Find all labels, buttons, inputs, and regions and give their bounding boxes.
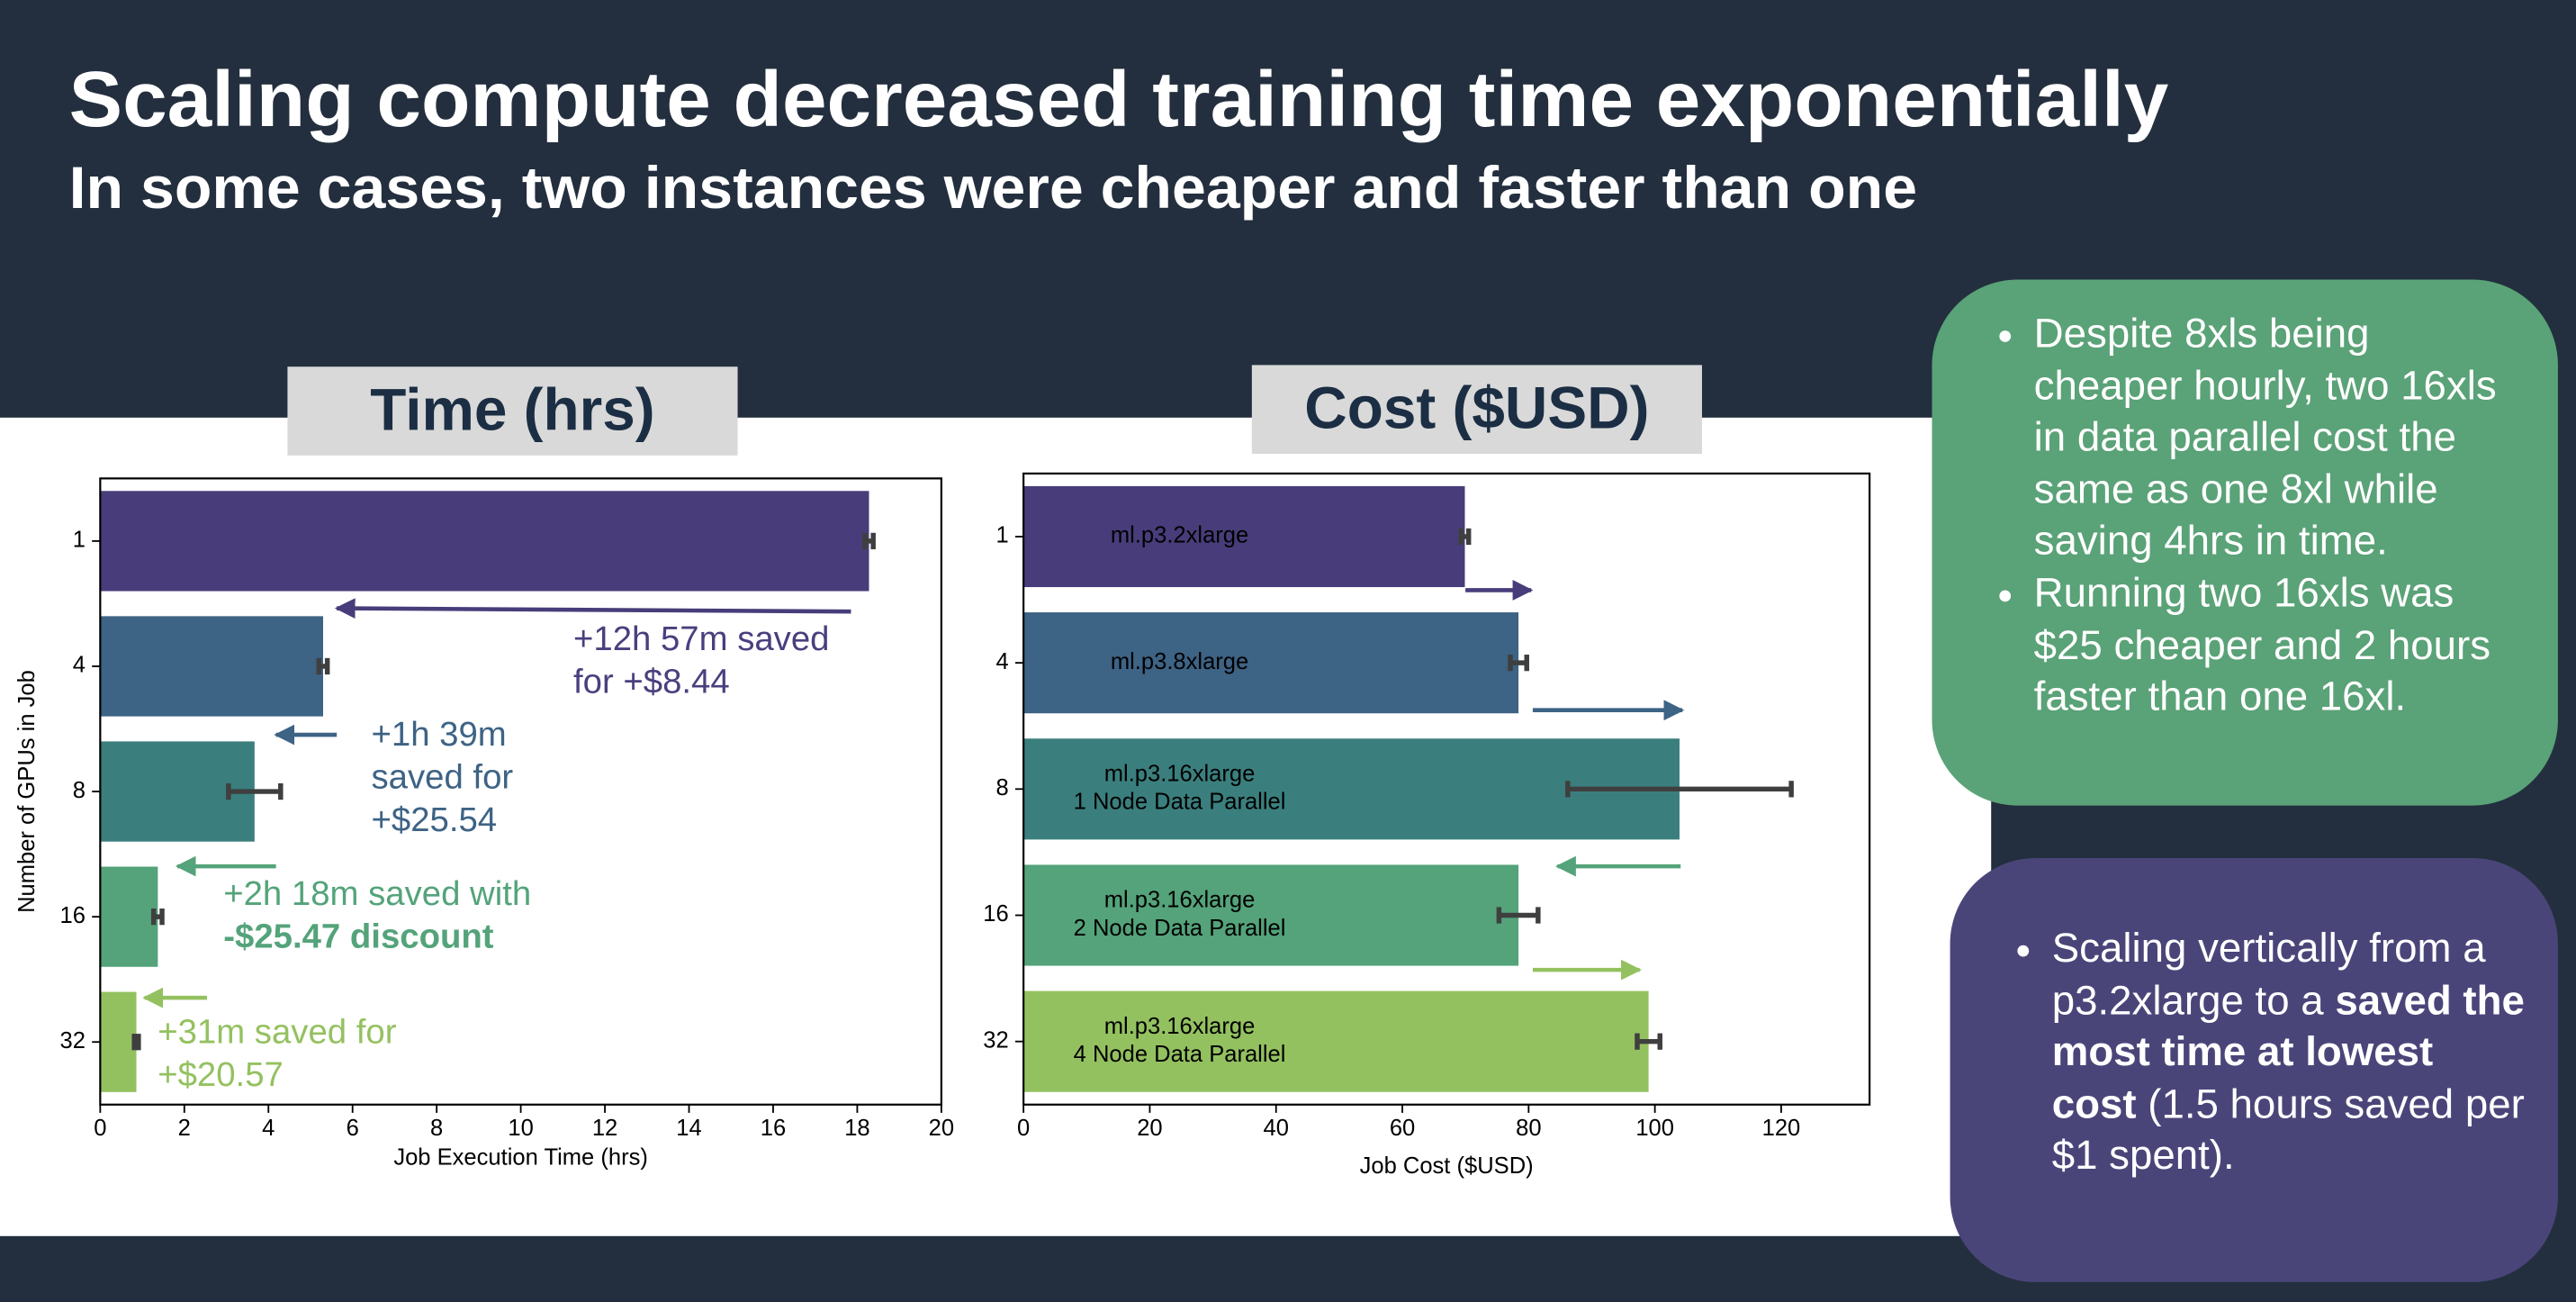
x-tick-label: 16 <box>761 1116 786 1141</box>
bar-label: ml.p3.16xlarge <box>1104 888 1256 913</box>
y-tick-label: 8 <box>73 778 86 803</box>
x-tick-label: 100 <box>1635 1116 1674 1141</box>
bar-label: 1 Node Data Parallel <box>1074 790 1286 815</box>
bullet-list: Scaling vertically from a p3.2xlarge to … <box>1950 924 2526 1183</box>
chart-title-box <box>287 366 738 456</box>
y-tick-label: 32 <box>983 1027 1008 1053</box>
annotation: +31m saved for <box>158 1012 396 1051</box>
callout-box <box>1950 857 2558 1282</box>
x-tick-label: 6 <box>347 1116 359 1141</box>
bar <box>100 491 869 592</box>
annotation: saved for <box>372 757 514 796</box>
x-tick-label: 20 <box>1137 1116 1162 1141</box>
bar-label: 4 Node Data Parallel <box>1074 1042 1286 1067</box>
callout-text: Scaling vertically from a p3.2xlarge to … <box>1950 924 2526 1282</box>
bullet: Scaling vertically from a p3.2xlarge to … <box>2052 924 2526 1183</box>
bullet: Despite 8xls being cheaper hourly, two 1… <box>2034 309 2526 568</box>
x-tick-label: 2 <box>178 1116 191 1141</box>
x-tick-label: 40 <box>1264 1116 1289 1141</box>
x-tick-label: 14 <box>676 1116 701 1141</box>
annotation: -$25.47 discount <box>223 918 494 956</box>
x-axis-label: Job Cost ($USD) <box>1360 1153 1534 1179</box>
bar-label: 2 Node Data Parallel <box>1074 916 1286 941</box>
slide-subtitle: In some cases, two instances were cheape… <box>69 155 1917 221</box>
x-tick-label: 120 <box>1762 1116 1801 1141</box>
x-tick-label: 60 <box>1390 1116 1415 1141</box>
x-tick-label: 20 <box>929 1116 954 1141</box>
bar <box>100 616 323 717</box>
x-tick-label: 8 <box>430 1116 443 1141</box>
y-tick-label: 1 <box>73 528 86 553</box>
annotation: +$25.54 <box>372 800 498 839</box>
annotation: +1h 39m <box>372 715 507 754</box>
x-tick-label: 4 <box>262 1116 275 1141</box>
x-tick-label: 18 <box>844 1116 869 1141</box>
callout-body: Scaling vertically from a p3.2xlarge to … <box>1950 924 2526 1183</box>
y-tick-label: 32 <box>59 1028 85 1053</box>
annotation: for +$8.44 <box>573 663 730 701</box>
bar <box>1023 612 1519 714</box>
slide-title: Scaling compute decreased training time … <box>69 55 2169 143</box>
y-tick-label: 16 <box>59 903 85 928</box>
x-tick-label: 80 <box>1516 1116 1541 1141</box>
bullet-text: (1.5 hours saved per $1 spent). <box>2051 1080 2525 1180</box>
y-tick-label: 4 <box>73 653 86 678</box>
bar <box>100 991 137 1092</box>
bar <box>100 866 158 967</box>
chart-title-box <box>1251 365 1702 454</box>
bar <box>1023 485 1465 588</box>
y-axis-label: Number of GPUs in Job <box>14 670 40 913</box>
bar-label: ml.p3.8xlarge <box>1111 649 1248 674</box>
chart-title: Time (hrs) <box>370 377 654 443</box>
y-tick-label: 16 <box>983 901 1008 927</box>
arrow <box>334 598 851 619</box>
bar-label: ml.p3.2xlarge <box>1111 523 1248 548</box>
bar <box>1023 990 1649 1092</box>
annotation: +$20.57 <box>158 1055 284 1094</box>
y-tick-label: 1 <box>995 523 1008 548</box>
bullet-list: Despite 8xls being cheaper hourly, two 1… <box>1932 309 2526 724</box>
callout-box <box>1932 279 2558 806</box>
annotation: +12h 57m saved <box>573 619 829 658</box>
callout-body: Despite 8xls being cheaper hourly, two 1… <box>1932 309 2526 724</box>
y-tick-label: 8 <box>995 775 1008 800</box>
bullet-text: Scaling vertically from a p3.2xlarge to … <box>2051 925 2486 1024</box>
bar-label: ml.p3.16xlarge <box>1104 762 1256 787</box>
chart-title: Cost ($USD) <box>1304 375 1649 441</box>
x-tick-label: 0 <box>1017 1116 1030 1141</box>
x-tick-label: 12 <box>592 1116 617 1141</box>
annotation: +2h 18m saved with <box>223 874 531 913</box>
bar <box>1023 864 1519 966</box>
bar-label: ml.p3.16xlarge <box>1104 1014 1256 1039</box>
bullet-text: Despite 8xls being cheaper hourly, two 1… <box>2033 311 2497 565</box>
callout-text: Despite 8xls being cheaper hourly, two 1… <box>1932 309 2526 805</box>
bullet-text: saved the most time at lowest cost <box>2051 977 2525 1127</box>
x-tick-label: 0 <box>94 1116 106 1141</box>
bullet-text: Running two 16xls was $25 cheaper and 2 … <box>2033 570 2491 720</box>
y-tick-label: 4 <box>995 649 1008 674</box>
plot-frame <box>1022 472 1871 1106</box>
x-tick-label: 10 <box>508 1116 533 1141</box>
bullet: Running two 16xls was $25 cheaper and 2 … <box>2034 569 2526 725</box>
x-axis-label: Job Execution Time (hrs) <box>393 1145 648 1171</box>
